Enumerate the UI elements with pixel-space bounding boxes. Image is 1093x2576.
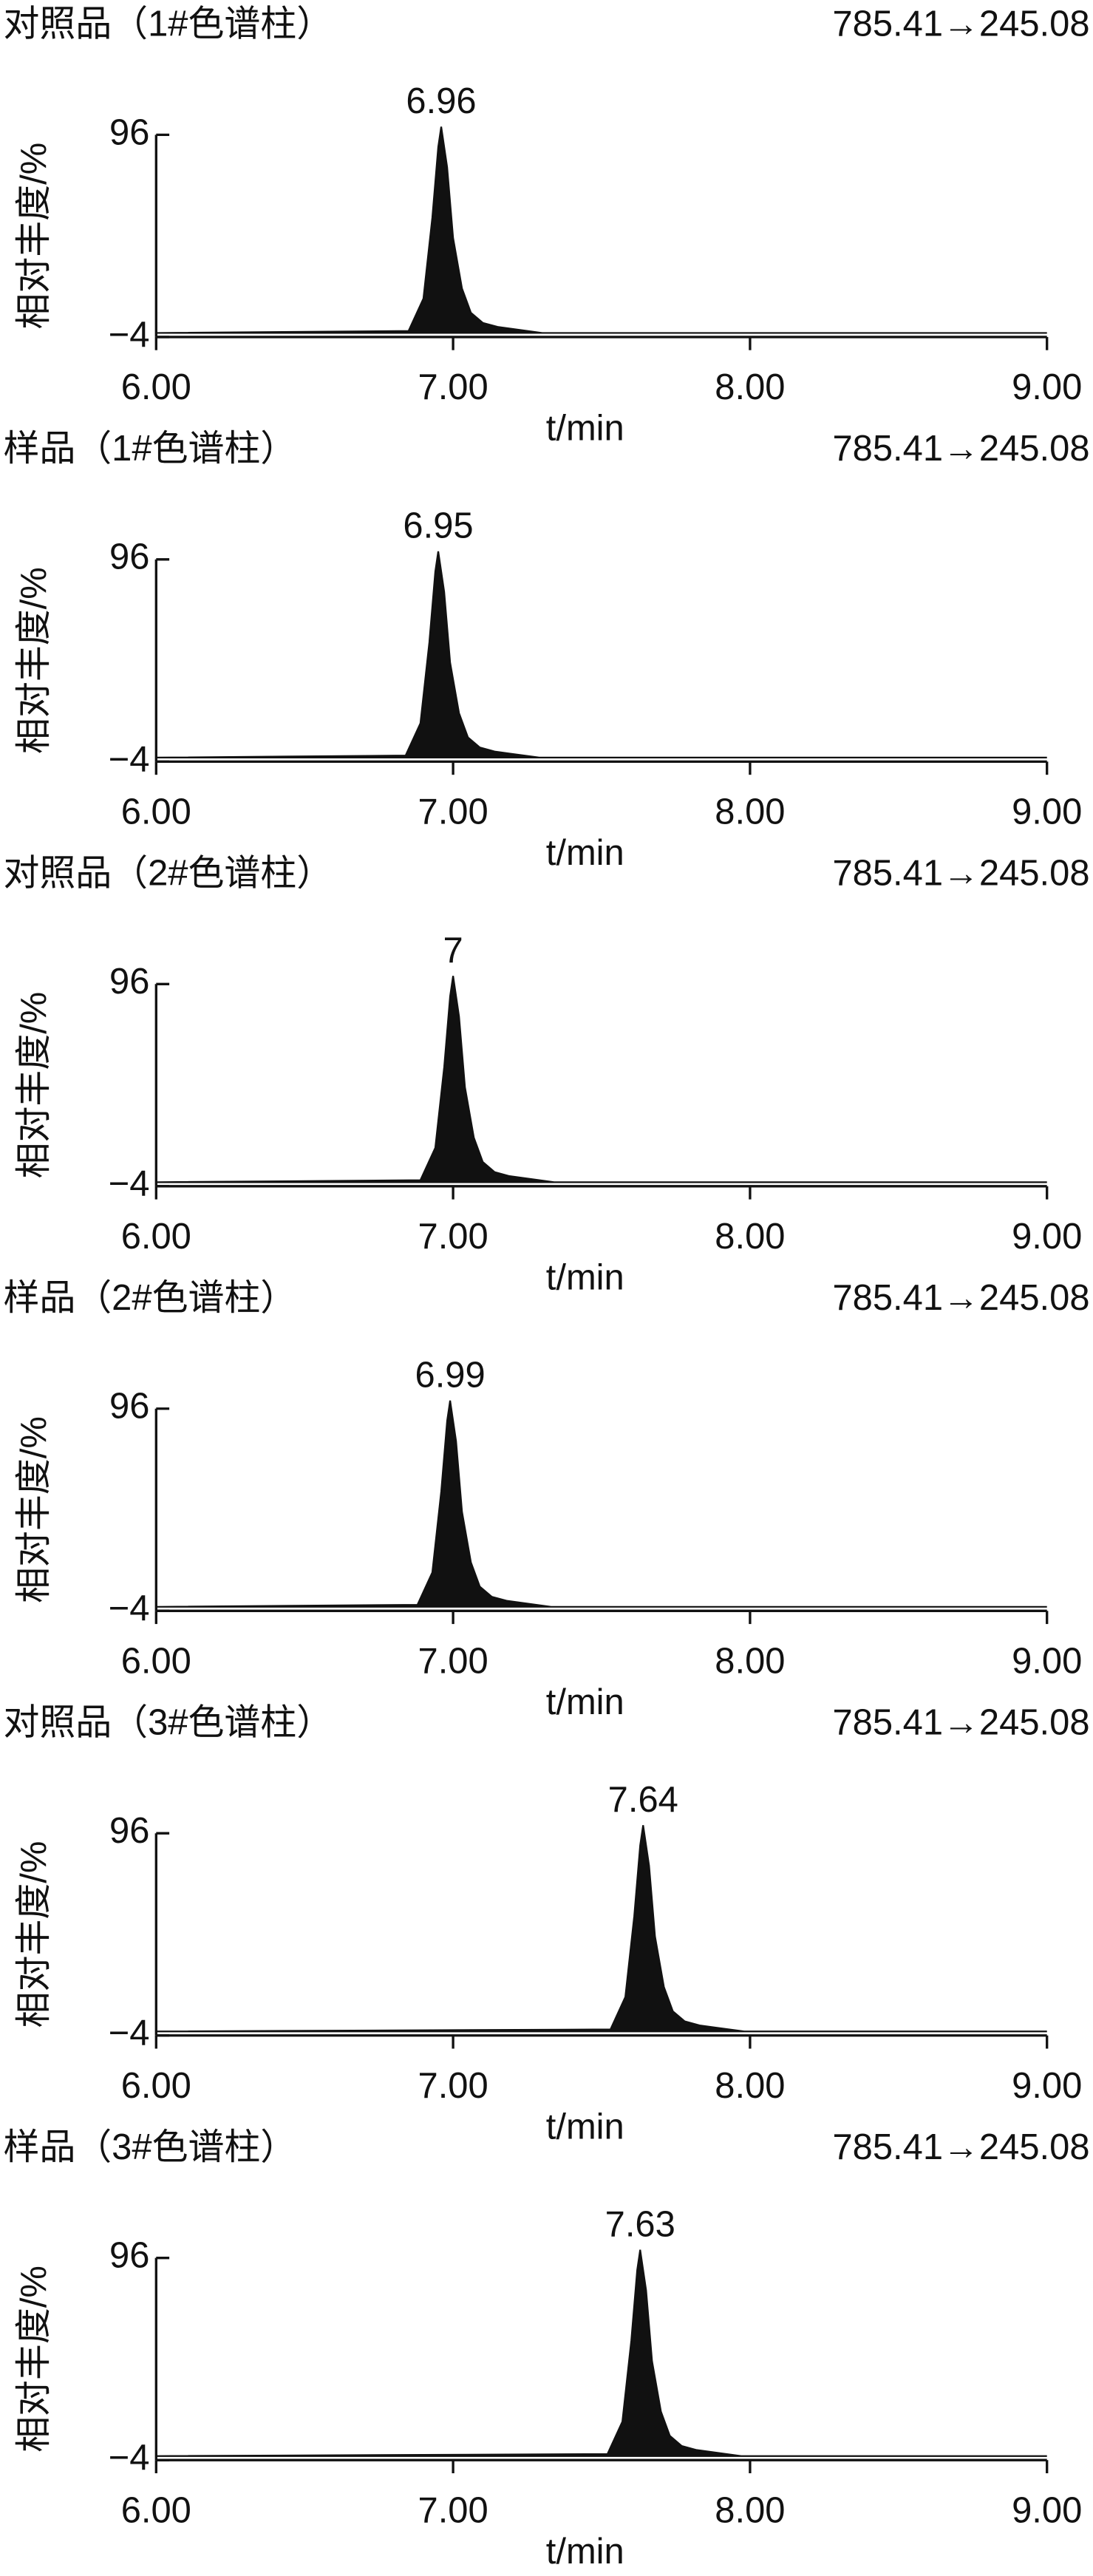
x-tick-label: 8.00 — [715, 2490, 785, 2530]
x-axis-label: t/min — [546, 833, 624, 873]
x-tick-label: 8.00 — [715, 367, 785, 407]
panel-title: 对照品（2#色谱柱） — [3, 853, 333, 893]
x-tick-label: 8.00 — [715, 2066, 785, 2106]
x-tick-label: 9.00 — [1012, 1217, 1082, 1257]
transition-label: 785.41→245.08 — [832, 1278, 1089, 1318]
y-axis-label: 相对丰度/% — [14, 1416, 54, 1603]
transition-label: 785.41→245.08 — [832, 1702, 1089, 1742]
x-tick-label: 8.00 — [715, 792, 785, 832]
y-tick-label: −4 — [109, 1164, 150, 1204]
x-axis-label: t/min — [546, 409, 624, 449]
y-axis-label: 相对丰度/% — [14, 992, 54, 1179]
peak-label: 7.63 — [605, 2205, 675, 2245]
x-tick-label: 7.00 — [418, 2066, 488, 2106]
y-tick-label: −4 — [109, 2013, 150, 2053]
peak-label: 6.99 — [415, 1356, 485, 1396]
transition-label: 785.41→245.08 — [832, 853, 1089, 893]
panel-title: 样品（1#色谱柱） — [3, 429, 296, 469]
panel-title: 样品（3#色谱柱） — [3, 2127, 296, 2167]
chromatogram-panel: 对照品（3#色谱柱） 785.41→245.08 相对丰度/% t/min −4 96 6.… — [3, 1702, 1089, 2147]
x-axis-label: t/min — [546, 1682, 624, 1722]
x-tick-label: 6.00 — [121, 1641, 191, 1681]
x-tick-label: 6.00 — [121, 792, 191, 832]
chromatogram-trace — [156, 1825, 1047, 2033]
x-tick-label: 7.00 — [418, 1217, 488, 1257]
y-axis-label: 相对丰度/% — [14, 143, 54, 330]
y-tick-label: 96 — [109, 537, 149, 577]
y-tick-label: −4 — [109, 1588, 150, 1628]
x-tick-label: 7.00 — [418, 2490, 488, 2530]
x-tick-label: 9.00 — [1012, 2066, 1082, 2106]
y-tick-label: 96 — [109, 1387, 149, 1427]
transition-label: 785.41→245.08 — [832, 2127, 1089, 2167]
peak-label: 6.96 — [406, 81, 476, 121]
x-tick-label: 8.00 — [715, 1217, 785, 1257]
peak-label: 7.64 — [608, 1780, 678, 1820]
x-tick-label: 7.00 — [418, 1641, 488, 1681]
transition-label: 785.41→245.08 — [832, 4, 1089, 44]
y-tick-label: −4 — [109, 739, 150, 779]
x-tick-label: 6.00 — [121, 2490, 191, 2530]
x-tick-label: 8.00 — [715, 1641, 785, 1681]
y-tick-label: 96 — [109, 2236, 149, 2276]
x-axis-label: t/min — [546, 2532, 624, 2572]
y-tick-label: 96 — [109, 1811, 149, 1851]
x-tick-label: 6.00 — [121, 367, 191, 407]
peak-label: 6.95 — [403, 506, 473, 546]
chromatogram-trace — [156, 126, 1047, 334]
x-tick-label: 7.00 — [418, 792, 488, 832]
x-axis-label: t/min — [546, 2107, 624, 2147]
y-axis-label: 相对丰度/% — [14, 567, 54, 754]
y-axis-label: 相对丰度/% — [14, 1841, 54, 2028]
y-tick-label: 96 — [109, 962, 149, 1002]
y-tick-label: 96 — [109, 112, 149, 152]
x-tick-label: 9.00 — [1012, 792, 1082, 832]
chromatogram-panel: 对照品（2#色谱柱） 785.41→245.08 相对丰度/% t/min −4 96 6.… — [3, 853, 1089, 1297]
x-tick-label: 7.00 — [418, 367, 488, 407]
x-tick-label: 6.00 — [121, 2066, 191, 2106]
chromatogram-panel: 对照品（1#色谱柱） 785.41→245.08 相对丰度/% t/min −4 96 6.… — [3, 4, 1089, 449]
chromatogram-panel: 样品（1#色谱柱） 785.41→245.08 相对丰度/% t/min −4 96 6.0… — [3, 429, 1089, 873]
chromatogram-trace — [156, 1400, 1047, 1608]
y-tick-label: −4 — [109, 2438, 150, 2478]
panel-title: 对照品（3#色谱柱） — [3, 1702, 333, 1742]
peak-label: 7 — [443, 931, 463, 971]
transition-label: 785.41→245.08 — [832, 429, 1089, 469]
x-tick-label: 9.00 — [1012, 2490, 1082, 2530]
panel-title: 对照品（1#色谱柱） — [3, 4, 333, 44]
chromatogram-trace — [156, 976, 1047, 1183]
chromatogram-panel: 样品（2#色谱柱） 785.41→245.08 相对丰度/% t/min −4 96 6.0… — [3, 1278, 1089, 1722]
chromatogram-trace — [156, 551, 1047, 759]
chromatogram-trace — [156, 2249, 1047, 2457]
x-tick-label: 9.00 — [1012, 367, 1082, 407]
chromatogram-panel: 样品（3#色谱柱） 785.41→245.08 相对丰度/% t/min −4 96 6.0… — [3, 2127, 1089, 2572]
y-axis-label: 相对丰度/% — [14, 2266, 54, 2453]
x-tick-label: 9.00 — [1012, 1641, 1082, 1681]
x-axis-label: t/min — [546, 1258, 624, 1298]
x-tick-label: 6.00 — [121, 1217, 191, 1257]
panel-title: 样品（2#色谱柱） — [3, 1278, 296, 1318]
y-tick-label: −4 — [109, 315, 150, 355]
